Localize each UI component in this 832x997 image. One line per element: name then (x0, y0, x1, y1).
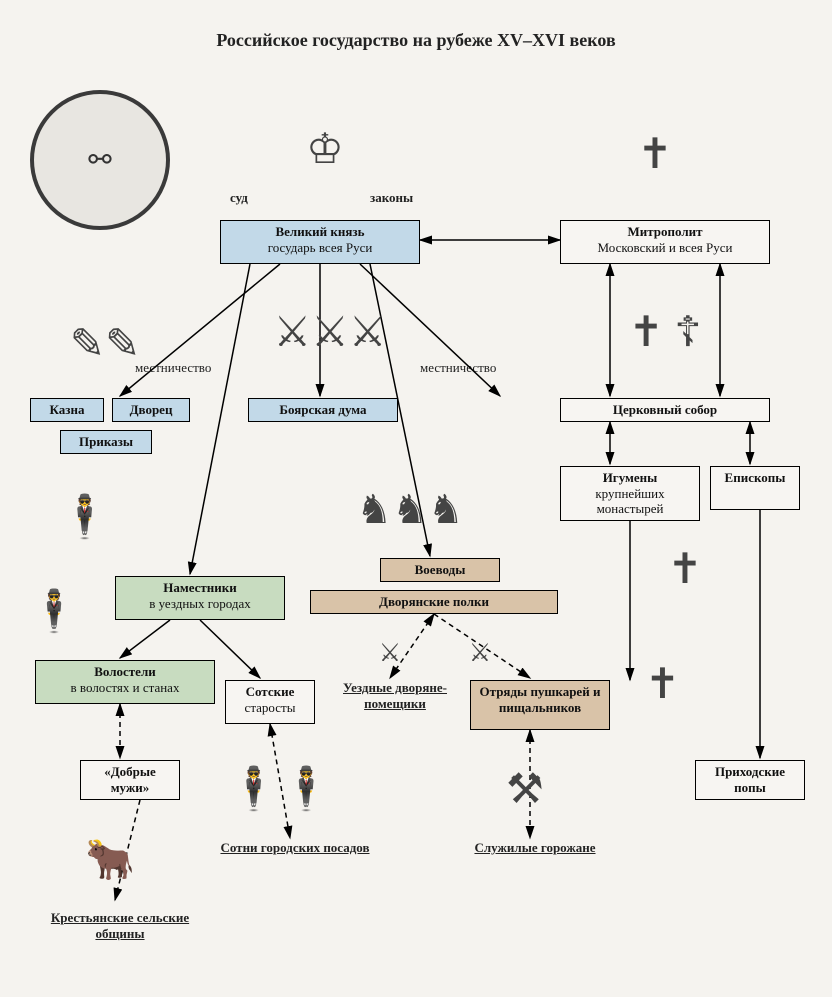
figure-4: ✎✎ (60, 300, 150, 390)
box-prikazy: Приказы (60, 430, 152, 454)
figure-11: ✝ (640, 640, 685, 730)
box-igumeny: Игуменыкрупнейших монастырей (560, 466, 700, 521)
box-voevody: Воеводы (380, 558, 500, 582)
box-sotskie: Сотскиестаросты (225, 680, 315, 724)
box-otryady: Отряды пушкарей и пищальников (470, 680, 610, 730)
figure-9: ⚔ (370, 628, 410, 678)
figure-5: 🕴 (60, 470, 110, 565)
figure-0: ♔ (300, 90, 350, 210)
figure-12: 🕴🕴 (220, 745, 340, 835)
box-popy: Приходские попы (695, 760, 805, 800)
figure-7: ✝ (660, 520, 710, 620)
box-muzhi: «Добрые мужи» (80, 760, 180, 800)
box-sobor: Церковный собор (560, 398, 770, 422)
box-posady: Сотни городских посадов (215, 840, 375, 880)
box-obshchiny: Крестьянские сельские общины (30, 910, 210, 950)
seal-emblem: ⚯ (30, 90, 170, 230)
box-gorozhane: Служилые горожане (465, 840, 605, 880)
box-uezdnye: Уездные дворяне-помещики (335, 680, 455, 730)
figure-14: 🐂 (40, 820, 180, 900)
figure-2: ⚔⚔⚔ (250, 275, 410, 390)
box-volosteli: Волостелив волостях и станах (35, 660, 215, 704)
box-kazna: Казна (30, 398, 104, 422)
figure-8: 🕴 (34, 570, 74, 652)
label-m2: местничество (420, 360, 496, 376)
figure-10: ⚔ (460, 628, 500, 678)
box-polki: Дворянские полки (310, 590, 558, 614)
page-title: Российское государство на рубеже XV–XVI … (0, 30, 832, 51)
figure-13: ⚒ (480, 745, 570, 835)
box-dvorets: Дворец (112, 398, 190, 422)
figure-6: ♞♞♞ (320, 470, 500, 550)
box-duma: Боярская дума (248, 398, 398, 422)
box-knyaz: Великий князьгосударь всея Руси (220, 220, 420, 264)
figure-3: ✝ ☦ (580, 275, 750, 390)
figure-1: ✝ (630, 100, 680, 210)
arrow-4 (190, 264, 250, 574)
label-zakony: законы (370, 190, 413, 206)
box-namestniki: Наместникив уездных городах (115, 576, 285, 620)
box-episkopy: Епископы (710, 466, 800, 510)
arrow-12 (120, 620, 170, 658)
box-mitropolit: МитрополитМосковский и всея Руси (560, 220, 770, 264)
label-sud: суд (230, 190, 248, 206)
